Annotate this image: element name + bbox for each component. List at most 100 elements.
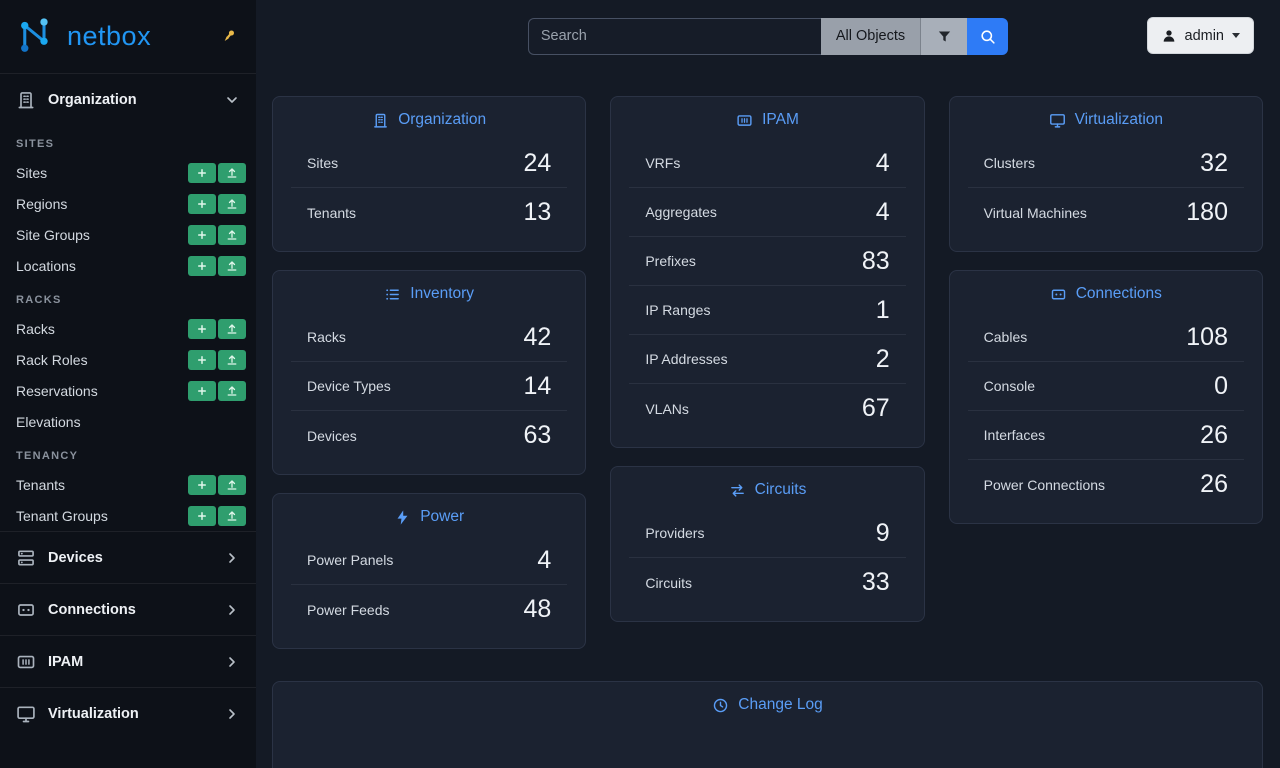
filter-button[interactable] (920, 17, 968, 55)
import-button[interactable] (218, 193, 246, 214)
stat-label[interactable]: IP Ranges (645, 302, 711, 318)
sidebar-item-link[interactable]: Regions (16, 195, 68, 212)
add-button[interactable] (188, 505, 216, 526)
stat-label[interactable]: VRFs (645, 155, 681, 171)
upload-icon (226, 323, 238, 335)
plus-icon (196, 198, 208, 210)
pin-sidebar-button[interactable] (215, 23, 242, 50)
stat-row: Power Connections 26 (968, 460, 1244, 509)
import-button[interactable] (218, 380, 246, 401)
nav-group-label: Virtualization (48, 705, 139, 722)
stat-label[interactable]: Power Feeds (307, 601, 390, 618)
stat-value: 108 (1186, 322, 1228, 351)
add-button[interactable] (188, 255, 216, 276)
sidebar-item-link[interactable]: Tenant Groups (16, 507, 108, 524)
chevron-right-icon (224, 602, 240, 618)
add-button[interactable] (188, 193, 216, 214)
stat-label[interactable]: Aggregates (645, 204, 717, 220)
card-ipam: IPAM VRFs 4 Aggregates 4 Prefixes (610, 96, 925, 448)
stat-label[interactable]: Circuits (645, 574, 692, 591)
stat-label[interactable]: Console (983, 378, 1036, 394)
sidebar-item-link[interactable]: Tenants (16, 476, 66, 493)
stat-row: Console 0 (967, 362, 1244, 411)
card-header: Change Log (273, 682, 1262, 724)
sidebar-item-link[interactable]: Reservations (16, 382, 98, 399)
stat-value: 42 (523, 322, 552, 351)
stat-label[interactable]: Tenants (307, 204, 357, 221)
sidebar-item-link[interactable]: Sites (16, 164, 48, 181)
add-button[interactable] (188, 380, 216, 401)
person-icon (1161, 28, 1177, 44)
netbox-logo-icon (16, 15, 58, 57)
card-organization: Organization Sites 24 Tenants 13 (272, 96, 587, 252)
stat-row: Cables 108 (967, 313, 1244, 362)
stat-label[interactable]: Clusters (983, 155, 1036, 171)
nav-group-connections[interactable]: Connections (0, 583, 256, 635)
sidebar-item-link[interactable]: Rack Roles (16, 351, 88, 368)
card-header: Power (273, 494, 585, 536)
import-button[interactable] (218, 349, 246, 370)
stat-label[interactable]: Prefixes (645, 253, 696, 269)
nav-group-ipam[interactable]: IPAM (0, 635, 256, 687)
stat-label[interactable]: Racks (307, 329, 346, 345)
import-button[interactable] (218, 162, 246, 183)
add-button[interactable] (188, 224, 216, 245)
clock-icon (712, 697, 729, 714)
import-button[interactable] (218, 255, 246, 276)
stat-label[interactable]: Power Panels (307, 552, 394, 568)
stat-label[interactable]: Cables (983, 329, 1028, 345)
search-submit-button[interactable] (967, 17, 1009, 55)
stat-label[interactable]: VLANs (645, 400, 689, 417)
add-button[interactable] (188, 162, 216, 183)
nav-group-organization[interactable]: Organization (0, 73, 256, 125)
import-button[interactable] (218, 474, 246, 495)
sidebar-item-rack-roles: Rack Roles (0, 344, 256, 375)
user-menu-button[interactable]: admin (1146, 17, 1254, 54)
sidebar-item-link[interactable]: Locations (16, 257, 76, 274)
sidebar-item-link[interactable]: Site Groups (16, 226, 90, 243)
virtualization-icon (16, 704, 36, 724)
dashboard-column-3: Virtualization Clusters 32 Virtual Machi… (948, 96, 1263, 524)
plus-icon (196, 229, 208, 241)
stat-label[interactable]: Providers (645, 525, 705, 541)
import-button[interactable] (218, 318, 246, 339)
import-button[interactable] (218, 224, 246, 245)
logo-row: netbox (0, 0, 256, 73)
sidebar-item-link[interactable]: Elevations (16, 413, 81, 430)
nav-group-virtualization[interactable]: Virtualization (0, 687, 256, 739)
search-input[interactable] (527, 17, 821, 55)
add-button[interactable] (188, 474, 216, 495)
card-title: Circuits (754, 481, 807, 498)
upload-icon (226, 229, 238, 241)
dashboard-column-1: Organization Sites 24 Tenants 13 (272, 96, 587, 649)
list-icon (384, 286, 401, 303)
search-scope-button[interactable]: All Objects (820, 17, 921, 55)
stat-value: 26 (1200, 470, 1228, 498)
upload-icon (226, 167, 238, 179)
stat-row: IP Addresses 2 (629, 335, 906, 384)
nav-group-label: Organization (48, 91, 137, 108)
add-button[interactable] (188, 349, 216, 370)
card-title: Connections (1075, 285, 1162, 302)
plus-icon (196, 510, 208, 522)
card-title: Inventory (410, 285, 475, 302)
stat-label[interactable]: IP Addresses (645, 351, 728, 367)
sidebar-item-link[interactable]: Racks (16, 320, 55, 337)
stat-label[interactable]: Power Connections (983, 476, 1106, 493)
cable-icon (1050, 286, 1067, 303)
sidebar-item-locations: Locations (0, 250, 256, 281)
stat-value: 83 (861, 246, 890, 275)
stat-label[interactable]: Device Types (307, 378, 391, 394)
stat-label[interactable]: Virtual Machines (983, 204, 1087, 221)
stat-row: Virtual Machines 180 (968, 188, 1244, 237)
stat-label[interactable]: Interfaces (983, 427, 1046, 443)
nav-group-label: Devices (48, 549, 103, 566)
nav-group-devices[interactable]: Devices (0, 531, 256, 583)
stat-label[interactable]: Sites (307, 155, 339, 171)
stat-value: 4 (875, 148, 890, 177)
stat-label[interactable]: Devices (307, 427, 357, 444)
import-button[interactable] (218, 505, 246, 526)
add-button[interactable] (188, 318, 216, 339)
stat-value: 67 (861, 394, 890, 422)
building-icon (372, 112, 389, 129)
